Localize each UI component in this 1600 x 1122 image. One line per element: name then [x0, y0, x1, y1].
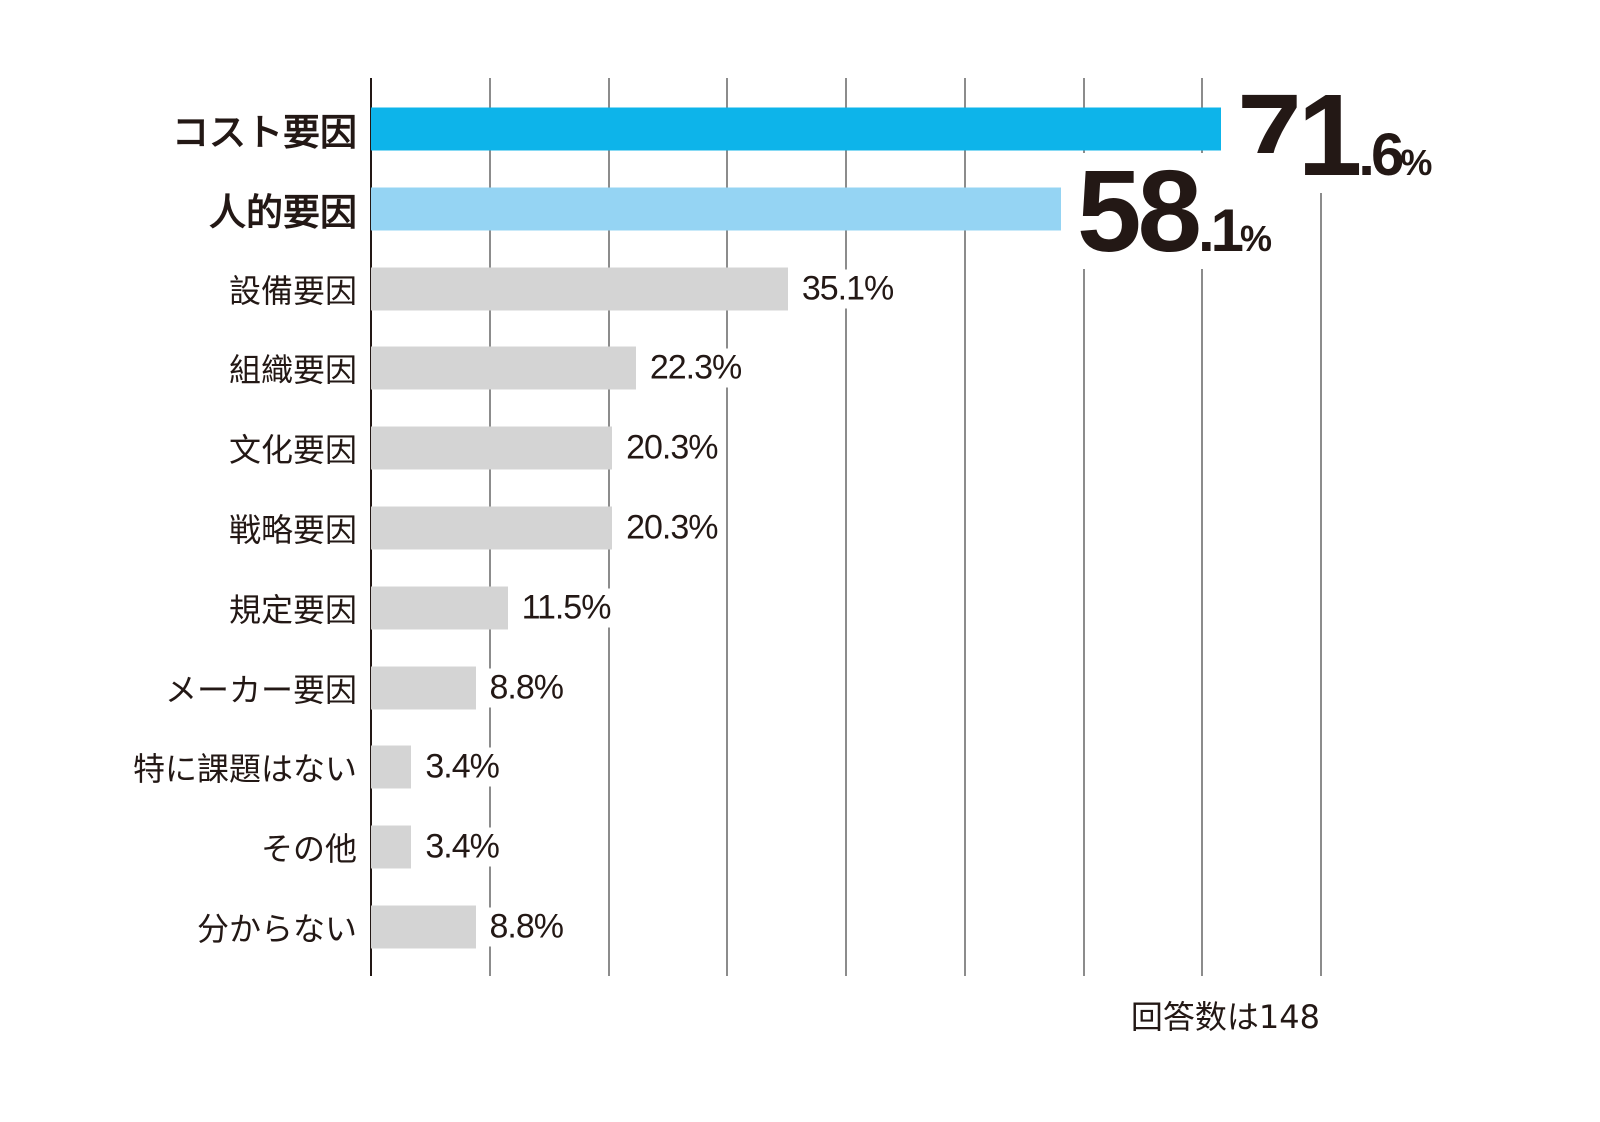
gridline — [1082, 78, 1085, 976]
bar — [371, 426, 613, 470]
bar — [371, 107, 1222, 151]
data-label: 58.1% — [1070, 152, 1279, 269]
bar — [371, 586, 508, 630]
bar — [371, 267, 788, 311]
sample-size-note: 回答数は148 — [1130, 998, 1320, 1036]
bar — [371, 346, 636, 390]
category-label: 文化要因 — [228, 431, 357, 470]
gridline — [1201, 78, 1204, 976]
data-label: 8.8% — [485, 907, 567, 947]
data-label: 8.8% — [485, 668, 567, 708]
category-label: 特に課題はない — [132, 750, 357, 789]
data-label: 20.3% — [622, 508, 722, 548]
data-label: 20.3% — [622, 428, 722, 468]
bar — [371, 187, 1061, 231]
data-label: 3.4% — [421, 827, 503, 867]
data-label: 22.3% — [645, 348, 746, 388]
bar — [371, 745, 412, 789]
category-label: 組織要因 — [228, 351, 357, 390]
data-label: 71.6% — [1231, 77, 1439, 193]
gridline — [845, 78, 847, 976]
category-label: コスト要因 — [172, 111, 357, 154]
bar — [371, 905, 476, 949]
category-label: 人的要因 — [209, 190, 357, 234]
data-label: 35.1% — [797, 269, 898, 309]
category-label: メーカー要因 — [164, 670, 357, 709]
data-label: 3.4% — [421, 747, 503, 787]
gridline — [1320, 78, 1322, 976]
category-label: 設備要因 — [228, 271, 357, 310]
bar — [371, 825, 412, 869]
bar — [371, 666, 476, 710]
bar — [371, 506, 613, 550]
data-label: 11.5% — [517, 588, 615, 628]
category-label: 規定要因 — [228, 590, 357, 629]
category-label: 戦略要因 — [228, 511, 357, 549]
category-label: 分からない — [196, 910, 357, 948]
gridline — [726, 78, 729, 976]
gridline — [963, 78, 966, 976]
category-label: その他 — [260, 830, 357, 869]
